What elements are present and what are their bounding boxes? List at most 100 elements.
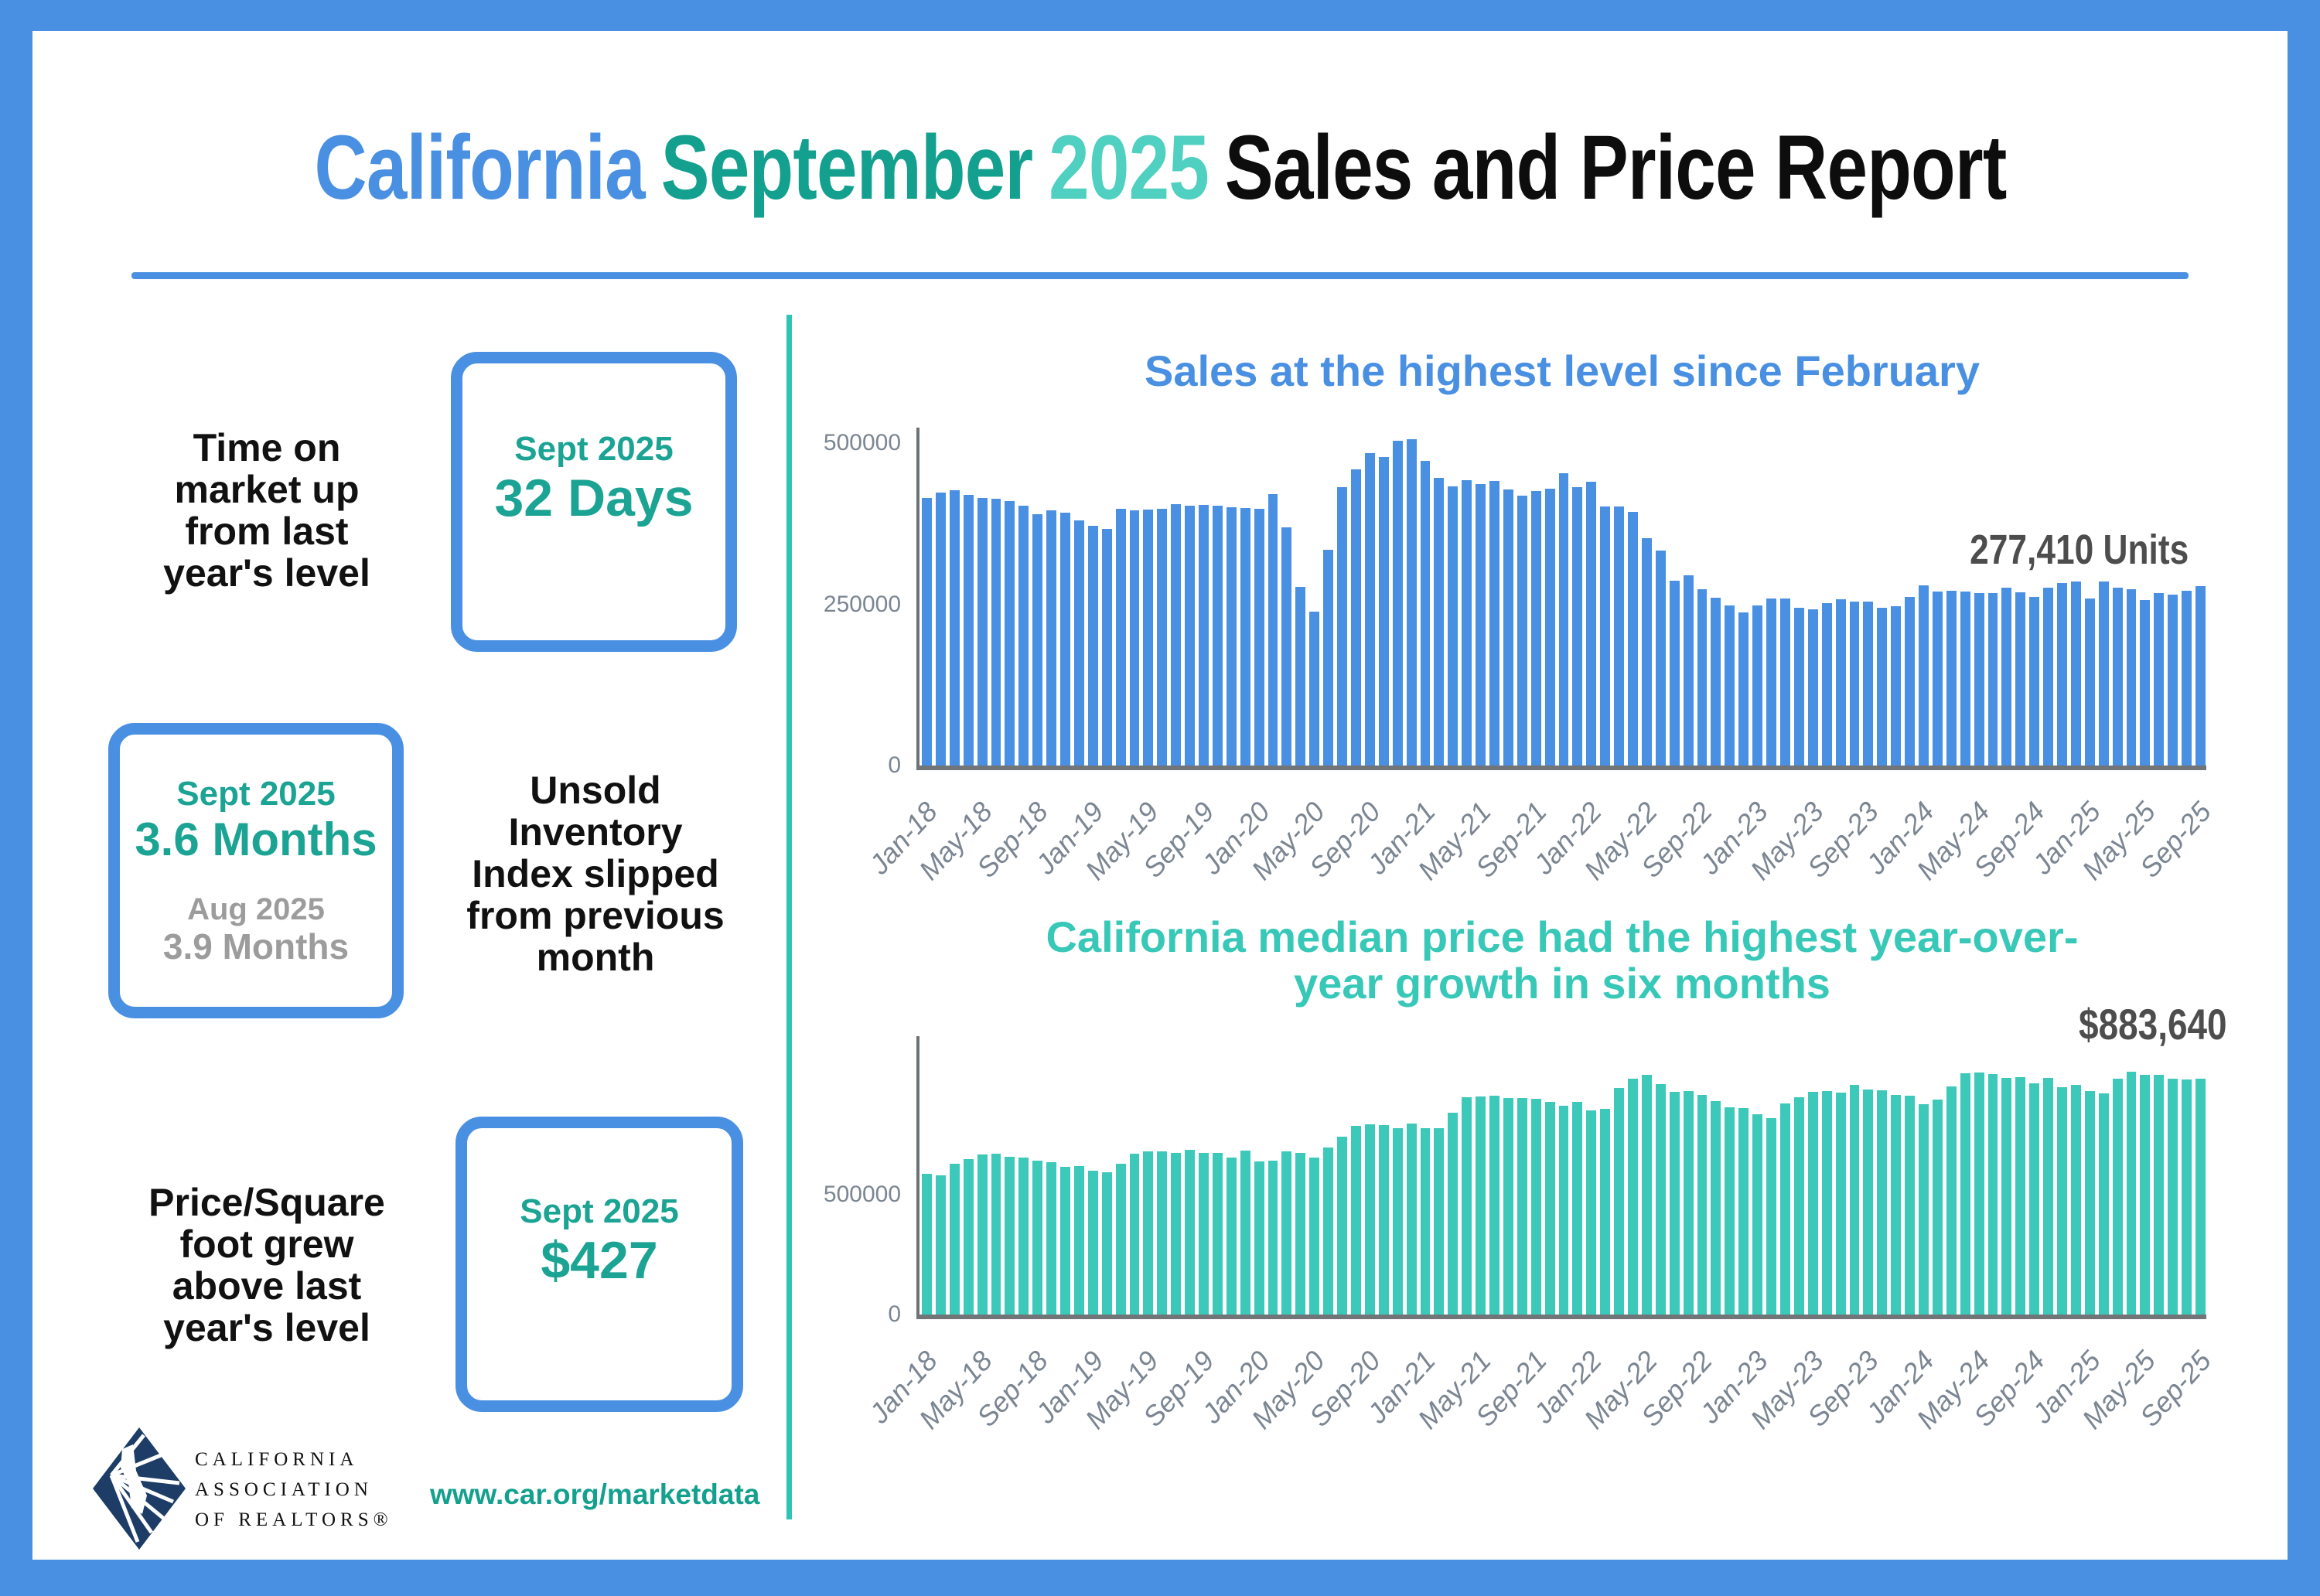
sales-bar-Aug-21 bbox=[1517, 496, 1527, 766]
price-bar-Jan-20 bbox=[1254, 1161, 1264, 1315]
sales-bar-Nov-23 bbox=[1891, 606, 1902, 766]
stat-value-months: 3.6 Months bbox=[135, 813, 377, 865]
sales-bar-Sep-20 bbox=[1364, 452, 1375, 766]
price-bar-Jul-18 bbox=[1005, 1157, 1015, 1315]
price-bar-Aug-25 bbox=[2182, 1079, 2192, 1315]
price-bar-Nov-20 bbox=[1392, 1127, 1403, 1315]
sales-bar-Mar-24 bbox=[1946, 591, 1957, 766]
price-bar-Feb-24 bbox=[1932, 1099, 1943, 1315]
sales-bar-Apr-23 bbox=[1793, 607, 1804, 766]
price-bar-Aug-18 bbox=[1018, 1158, 1029, 1315]
sales-bar-Jan-19 bbox=[1087, 525, 1098, 766]
price-bar-Sep-18 bbox=[1032, 1160, 1043, 1315]
price-bar-Jan-23 bbox=[1752, 1113, 1763, 1315]
sales-x-axis-line bbox=[916, 766, 2206, 770]
sales-bar-Jun-23 bbox=[1821, 603, 1832, 766]
price-bar-Oct-21 bbox=[1544, 1101, 1555, 1315]
sales-bar-Oct-24 bbox=[2043, 587, 2054, 766]
sales-bar-Jul-19 bbox=[1171, 504, 1182, 766]
sales-bar-Apr-19 bbox=[1129, 510, 1140, 766]
vertical-divider bbox=[786, 315, 792, 1519]
price-bar-Apr-20 bbox=[1295, 1152, 1306, 1315]
price-bar-Sep-20 bbox=[1364, 1124, 1375, 1315]
price-bar-Dec-22 bbox=[1738, 1107, 1749, 1315]
car-logo-wordmark: CALIFORNIA ASSOCIATION OF REALTORS® bbox=[195, 1449, 393, 1530]
sales-bar-Dec-20 bbox=[1406, 438, 1417, 766]
sales-bar-Oct-22 bbox=[1711, 598, 1721, 766]
sales-bar-Jun-21 bbox=[1489, 480, 1499, 766]
title-year: 2025 bbox=[1048, 117, 1209, 220]
sales-bar-Nov-18 bbox=[1060, 512, 1070, 766]
price-bar-Sep-21 bbox=[1530, 1099, 1541, 1315]
sales-bar-Oct-19 bbox=[1212, 505, 1223, 766]
price-bar-May-20 bbox=[1309, 1158, 1320, 1315]
title-underline-rule bbox=[131, 272, 2189, 279]
sales-bar-Dec-18 bbox=[1073, 520, 1084, 766]
sales-bar-Apr-25 bbox=[2126, 589, 2137, 766]
stat-prev-value: 3.9 Months bbox=[162, 926, 350, 967]
price-bar-Apr-21 bbox=[1462, 1097, 1472, 1315]
price-bar-Aug-20 bbox=[1351, 1126, 1361, 1315]
stat-price-sqft-label: Price/Square foot grew above last year's… bbox=[148, 1181, 385, 1349]
sales-bar-Feb-19 bbox=[1101, 528, 1112, 766]
sales-bar-Jul-22 bbox=[1669, 580, 1680, 766]
sales-bar-Sep-19 bbox=[1199, 504, 1209, 766]
price-bar-Jul-19 bbox=[1171, 1152, 1182, 1315]
sales-bar-Feb-18 bbox=[935, 492, 946, 766]
sales-bar-May-19 bbox=[1143, 509, 1154, 766]
sales-bar-Apr-18 bbox=[963, 494, 974, 766]
price-bar-Feb-21 bbox=[1434, 1127, 1445, 1315]
price-bar-Mar-25 bbox=[2112, 1079, 2123, 1315]
price-bar-Aug-21 bbox=[1517, 1098, 1527, 1315]
price-bar-Mar-20 bbox=[1281, 1151, 1292, 1315]
title-report: Sales and Price Report bbox=[1224, 117, 2007, 220]
sales-bar-Aug-25 bbox=[2182, 591, 2192, 766]
sales-bar-Aug-22 bbox=[1683, 575, 1694, 766]
sales-bar-May-23 bbox=[1807, 609, 1818, 766]
sales-bar-Jun-22 bbox=[1655, 551, 1666, 766]
price-bar-Mar-22 bbox=[1614, 1088, 1625, 1315]
price-bar-Apr-23 bbox=[1793, 1096, 1804, 1315]
sales-bar-Jul-21 bbox=[1503, 489, 1513, 766]
title-month: September bbox=[660, 117, 1033, 220]
price-bar-Jun-24 bbox=[1987, 1074, 1998, 1315]
price-bar-Jun-23 bbox=[1821, 1090, 1832, 1315]
marketdata-url-link[interactable]: www.car.org/marketdata bbox=[430, 1478, 760, 1510]
sales-bar-Oct-18 bbox=[1046, 510, 1057, 766]
price-bar-Apr-22 bbox=[1628, 1079, 1638, 1315]
sales-bar-Feb-21 bbox=[1434, 477, 1445, 766]
sales-bars bbox=[922, 429, 2206, 766]
price-bar-Oct-23 bbox=[1877, 1090, 1888, 1315]
sales-bar-Jul-25 bbox=[2168, 595, 2178, 766]
sales-bar-May-24 bbox=[1974, 592, 1984, 766]
stat-period: Sept 2025 bbox=[514, 430, 674, 468]
price-bar-Aug-19 bbox=[1185, 1150, 1196, 1315]
price-bar-Nov-22 bbox=[1725, 1107, 1735, 1315]
price-bar-Apr-24 bbox=[1960, 1073, 1970, 1315]
sales-bar-Jan-24 bbox=[1919, 585, 1929, 766]
stat-time-on-market-label: Time on market up from last year's level bbox=[163, 426, 370, 595]
sales-bar-Dec-22 bbox=[1738, 612, 1749, 766]
price-bar-Jan-22 bbox=[1586, 1110, 1597, 1315]
sales-bar-Feb-23 bbox=[1766, 598, 1776, 766]
sales-bar-Mar-19 bbox=[1115, 508, 1126, 766]
price-bar-Jul-21 bbox=[1503, 1098, 1513, 1315]
sales-bar-Jul-23 bbox=[1835, 599, 1846, 766]
price-bar-Oct-20 bbox=[1378, 1124, 1389, 1315]
sales-bar-May-22 bbox=[1641, 537, 1652, 766]
price-bar-Jun-20 bbox=[1323, 1148, 1334, 1315]
price-y-axis-line bbox=[916, 1036, 919, 1318]
price-ytick-500000: 500000 bbox=[823, 1182, 901, 1207]
sales-bar-Jul-24 bbox=[2001, 587, 2012, 766]
sales-bar-Nov-20 bbox=[1392, 441, 1403, 766]
sales-bar-Feb-24 bbox=[1932, 591, 1943, 766]
price-bar-Apr-18 bbox=[963, 1158, 974, 1315]
sales-bar-Nov-22 bbox=[1725, 605, 1735, 766]
sales-bar-Dec-21 bbox=[1572, 487, 1583, 766]
sales-bar-Aug-18 bbox=[1018, 505, 1029, 766]
sales-bar-Apr-24 bbox=[1960, 591, 1970, 766]
price-bar-Jul-23 bbox=[1835, 1092, 1846, 1315]
price-bar-May-23 bbox=[1807, 1091, 1818, 1315]
sales-bar-Sep-18 bbox=[1032, 514, 1043, 766]
